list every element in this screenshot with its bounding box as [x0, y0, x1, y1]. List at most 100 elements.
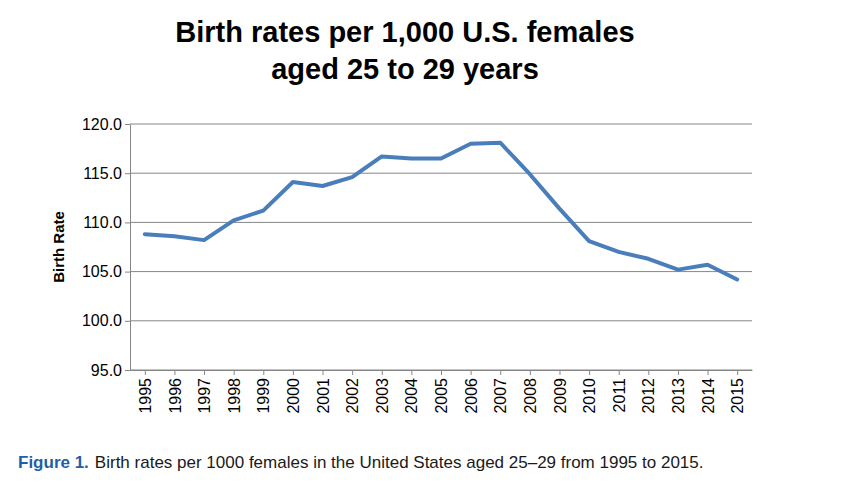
y-tick: 120.0	[82, 116, 130, 133]
x-axis: 1995 1996 1997 1998 1999 2000 2001 2002 2003 2004…	[131, 370, 753, 414]
x-tick-label: 2002	[344, 378, 361, 414]
x-tick: 2000	[285, 370, 302, 414]
x-tick: 2002	[344, 370, 361, 414]
x-tick-mark	[174, 370, 175, 375]
x-tick-mark	[323, 370, 324, 375]
x-tick-label: 1997	[196, 378, 213, 414]
y-tick: 100.0	[82, 312, 130, 329]
x-tick-mark	[441, 370, 442, 375]
x-tick: 1998	[226, 370, 243, 414]
y-tick: 95.0	[91, 362, 130, 379]
grid-line	[130, 124, 752, 125]
title-group: Birth rates per 1,000 U.S. females aged 2…	[175, 16, 634, 85]
x-tick-label: 2015	[729, 378, 746, 414]
chart: Birth rates per 1,000 U.S. females aged 2…	[0, 0, 859, 498]
y-tick-mark	[125, 370, 130, 371]
x-tick: 1999	[255, 370, 272, 414]
y-tick: 105.0	[82, 263, 130, 280]
title: Birth rates per 1,000 U.S. females	[175, 16, 634, 48]
x-tick-mark	[619, 370, 620, 375]
x-tick: 2004	[403, 370, 420, 414]
x-tick-mark	[382, 370, 383, 375]
x-tick-label: 2008	[522, 378, 539, 414]
data-line	[145, 143, 737, 280]
x-tick-mark	[500, 370, 501, 375]
grid-line	[130, 320, 752, 321]
x-tick-mark	[293, 370, 294, 375]
x-tick-mark	[234, 370, 235, 375]
title: aged 25 to 29 years	[271, 53, 539, 85]
y-tick-mark	[125, 222, 130, 223]
x-tick-label: 2007	[492, 378, 509, 414]
y-tick-label: 120.0	[82, 116, 122, 133]
caption-label: Figure 1.	[18, 453, 89, 472]
x-tick-label: 2006	[463, 378, 480, 414]
x-tick-label: 2005	[433, 378, 450, 414]
plot-area	[145, 143, 737, 280]
x-tick: 2003	[374, 370, 391, 414]
grid	[130, 124, 752, 370]
x-tick-mark	[352, 370, 353, 375]
x-tick-label: 2001	[315, 378, 332, 414]
x-tick-label: 2004	[403, 378, 420, 414]
x-tick-mark	[678, 370, 679, 375]
x-tick-mark	[204, 370, 205, 375]
x-tick: 2006	[463, 370, 480, 414]
y-axis: 95.0 100.0 105.0 110.0 115.0 120.0	[82, 116, 131, 379]
x-tick-mark	[737, 370, 738, 375]
x-tick-label: 2010	[581, 378, 598, 414]
x-tick-mark	[708, 370, 709, 375]
x-tick: 2011	[611, 370, 628, 412]
x-tick-label: 2009	[552, 378, 569, 414]
y-tick: 115.0	[83, 165, 130, 182]
x-tick-label: 2011	[611, 378, 628, 413]
y-tick-label: 115.0	[83, 165, 122, 182]
x-tick: 2012	[640, 370, 657, 414]
x-tick-label: 2003	[374, 378, 391, 414]
x-tick: 2014	[700, 370, 717, 414]
caption-text: Birth rates per 1000 females in the Unit…	[95, 453, 704, 472]
x-tick: 1996	[167, 370, 184, 414]
x-tick-mark	[411, 370, 412, 375]
x-tick: 2005	[433, 370, 450, 414]
y-axis-title: Birth Rate	[50, 211, 67, 283]
grid-line	[130, 173, 752, 174]
x-tick-label: 1996	[167, 378, 184, 414]
x-tick-mark	[530, 370, 531, 375]
x-tick: 1995	[137, 370, 154, 414]
y-tick-label: 110.0	[83, 214, 122, 231]
x-tick: 2008	[522, 370, 539, 414]
y-tick-label: 95.0	[91, 362, 122, 379]
y-tick-label: 100.0	[82, 312, 122, 329]
x-tick: 2007	[492, 370, 509, 414]
x-tick-label: 1995	[137, 378, 154, 414]
y-tick-mark	[125, 272, 130, 273]
x-tick-label: 2013	[670, 378, 687, 414]
y-tick-mark	[125, 321, 130, 322]
x-tick: 2013	[670, 370, 687, 414]
x-tick-mark	[145, 370, 146, 375]
grid-line	[130, 271, 752, 272]
x-tick-label: 2012	[640, 378, 657, 414]
x-tick-mark	[471, 370, 472, 375]
x-tick: 1997	[196, 370, 213, 414]
x-tick-mark	[648, 370, 649, 375]
y-tick-label: 105.0	[82, 263, 122, 280]
y-tick-mark	[125, 173, 130, 174]
y-axis-line	[130, 125, 131, 371]
x-tick-label: 1999	[255, 378, 272, 414]
x-tick: 2009	[552, 370, 569, 414]
x-tick: 2015	[729, 370, 746, 414]
caption: Figure 1. Birth rates per 1000 females in…	[18, 453, 703, 472]
x-tick-label: 2014	[700, 378, 717, 414]
grid-line	[130, 222, 752, 223]
x-tick-mark	[263, 370, 264, 375]
y-tick: 110.0	[83, 214, 130, 231]
y-tick-mark	[125, 124, 130, 125]
x-tick-mark	[589, 370, 590, 375]
x-tick: 2010	[581, 370, 598, 414]
x-tick: 2001	[315, 370, 332, 414]
x-tick-mark	[559, 370, 560, 375]
x-tick-label: 2000	[285, 378, 302, 414]
x-tick-label: 1998	[226, 378, 243, 414]
